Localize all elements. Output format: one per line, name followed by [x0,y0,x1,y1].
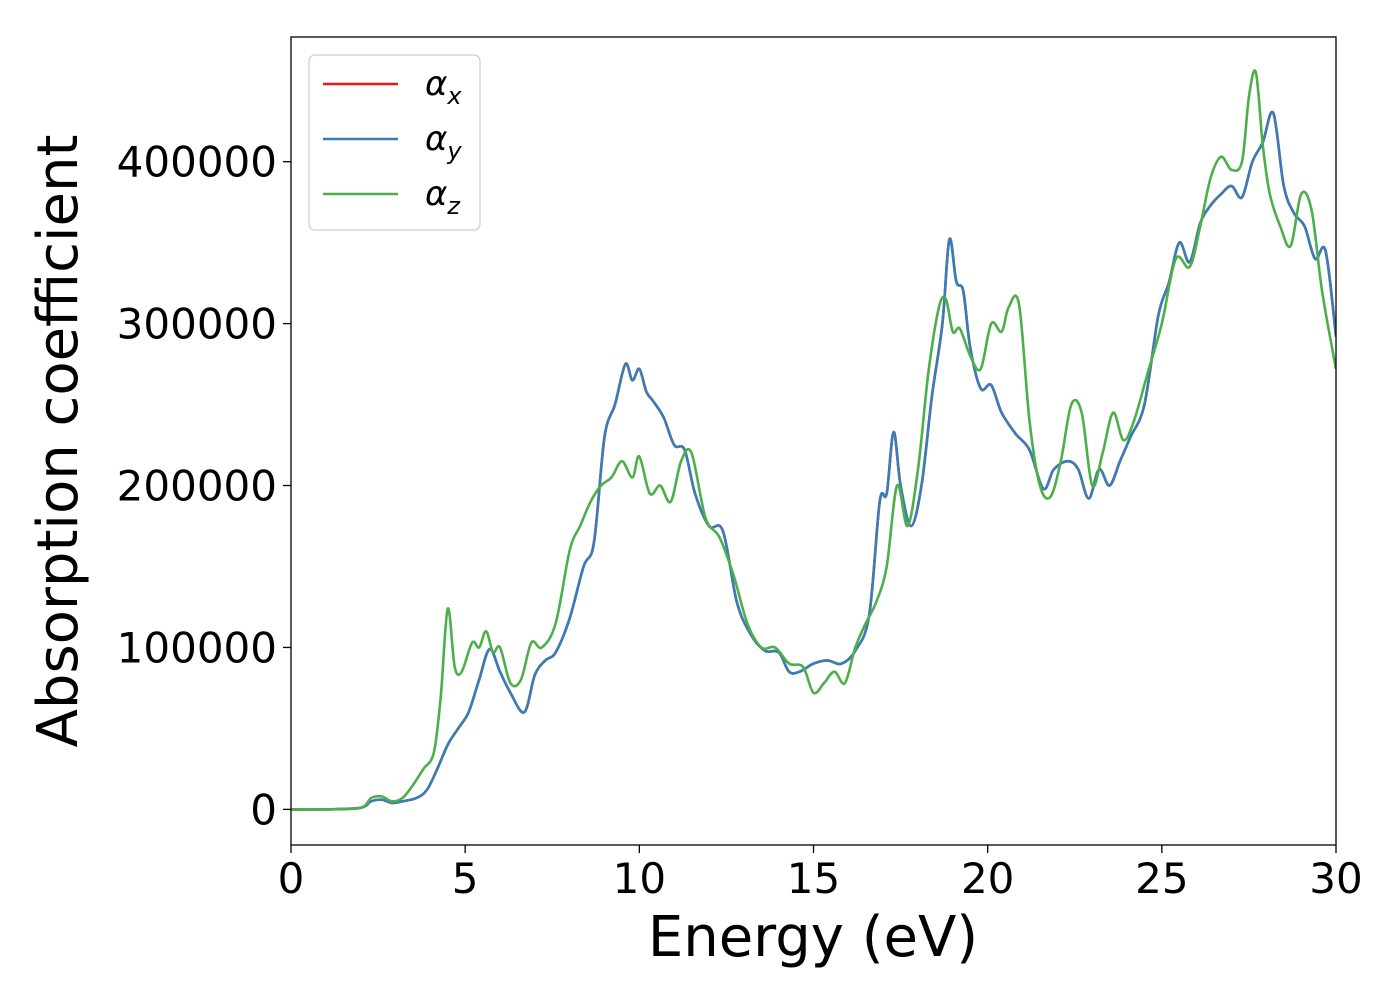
y-axis: 0 100000 200000 300000 400000 [117,138,291,834]
legend-label-x: αx [425,64,462,110]
legend-subscript: y [446,137,462,165]
legend-box [308,54,481,231]
legend-symbol: α [425,64,447,104]
series-line-y [291,110,1336,811]
x-tick-label: 20 [961,854,1014,903]
x-tick-label: 15 [787,854,840,903]
legend-label-z: αz [425,174,461,220]
y-tick-label: 400000 [117,138,277,187]
y-tick-label: 300000 [117,300,277,349]
y-axis-title: Absorption coefficient [26,135,91,748]
x-tick-label: 0 [278,854,305,903]
legend-label-y: αy [425,119,462,165]
series-lines [291,69,1336,811]
y-tick-label: 200000 [117,462,277,511]
x-axis: 0 5 10 15 20 25 30 [278,845,1363,903]
legend-symbol: α [425,174,447,214]
legend-symbol: α [425,119,447,159]
x-tick-label: 5 [452,854,479,903]
y-tick-label: 0 [250,785,277,834]
series-line-z [291,69,1336,811]
x-tick-label: 10 [613,854,666,903]
legend-subscript: z [446,192,461,220]
x-axis-title: Energy (eV) [648,905,978,970]
y-tick-label: 100000 [117,623,277,672]
x-tick-label: 25 [1135,854,1188,903]
legend-subscript: x [446,82,462,110]
x-tick-label: 30 [1309,854,1362,903]
